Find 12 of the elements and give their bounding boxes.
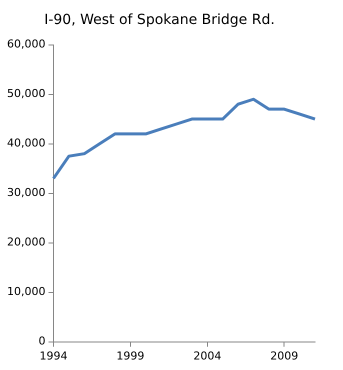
y-tick-label: 60,000 (6, 38, 46, 51)
y-tick-label: 0 (38, 334, 46, 348)
x-tick-label: 2009 (270, 349, 298, 362)
y-tick-label: 10,000 (6, 285, 46, 298)
x-tick-label: 1994 (39, 349, 68, 362)
y-tick-label: 40,000 (6, 136, 46, 150)
y-tick-label: 50,000 (6, 87, 46, 100)
x-tick-label: 2004 (193, 349, 222, 362)
y-tick-label: 20,000 (6, 236, 46, 249)
y-tick-label: 30,000 (6, 186, 46, 200)
chart-title: I-90, West of Spokane Bridge Rd. (44, 12, 275, 28)
x-tick-label: 1999 (116, 349, 144, 362)
